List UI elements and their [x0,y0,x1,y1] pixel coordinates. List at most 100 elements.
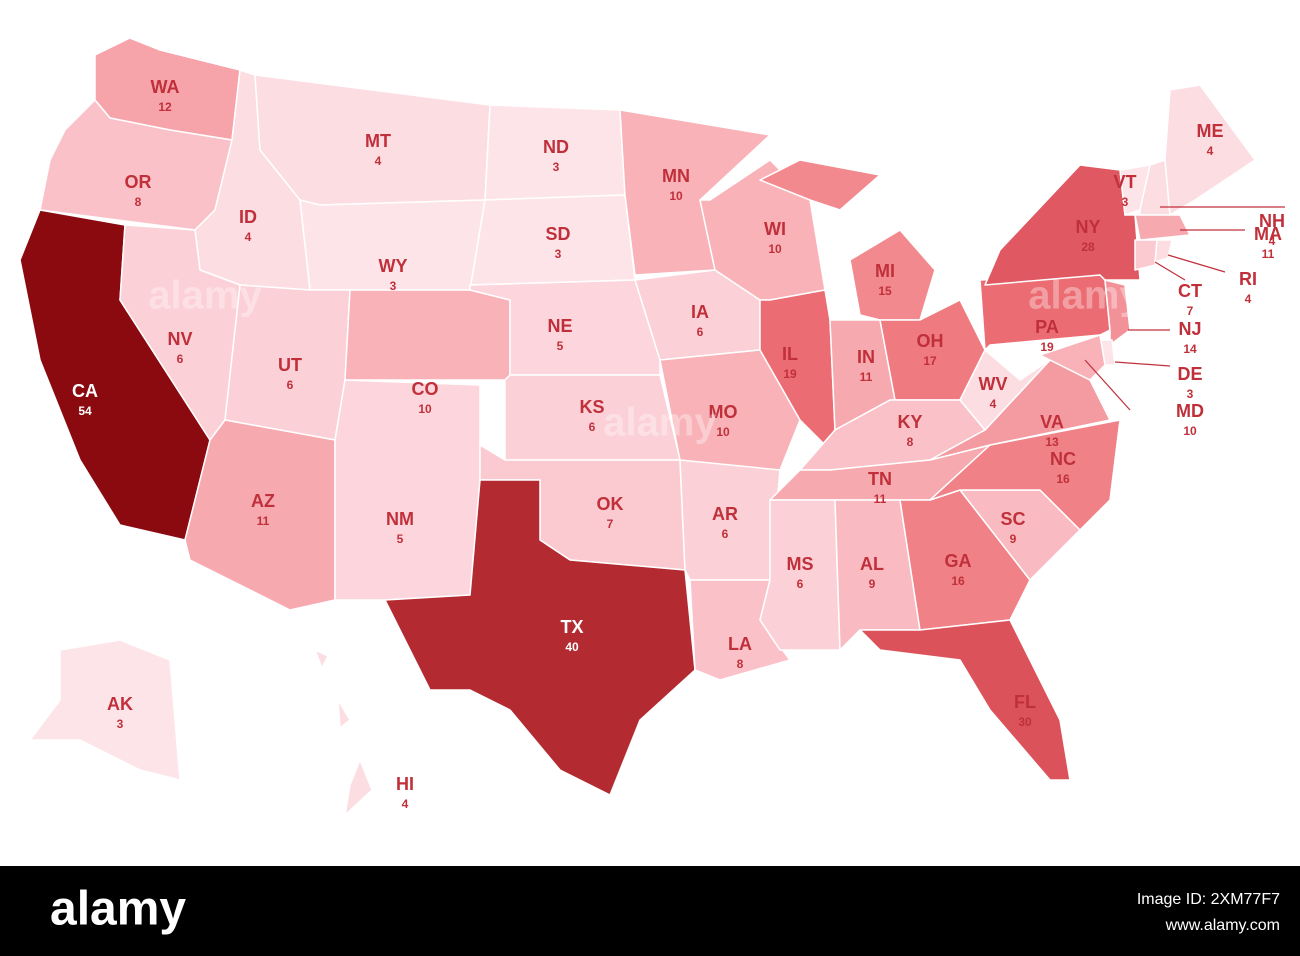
state-value: 8 [907,435,914,449]
states [19,37,1256,816]
state-value: 3 [1122,195,1129,209]
state-abbr: NH [1259,211,1285,231]
state-value: 6 [177,352,184,366]
state-value: 6 [287,378,294,392]
state [299,199,486,291]
state-abbr: MO [709,402,738,422]
footer-url: www.alamy.com [1165,917,1280,934]
image-id: Image ID: 2XM77F7 [1137,891,1280,908]
state-abbr: NC [1050,449,1076,469]
state-abbr: GA [945,551,972,571]
state-value: 10 [669,189,683,203]
state [1134,239,1158,271]
leader-line [1114,361,1171,367]
state-value: 6 [797,577,804,591]
state-value: 19 [1040,340,1054,354]
footer-logo: alamy [50,883,186,936]
state-value: 16 [951,574,965,588]
state-abbr: MT [365,131,391,151]
state-abbr: WV [979,374,1008,394]
footer-bar [0,866,1300,956]
state-value: 15 [878,284,892,298]
state-abbr: AZ [251,491,275,511]
state-value: 3 [553,160,560,174]
watermark: alamy alamy alamy [148,274,1142,445]
state-abbr: VT [1113,172,1136,192]
state [1134,214,1191,241]
state [1039,334,1106,381]
state-value: 3 [390,279,397,293]
state-value: 5 [557,339,564,353]
watermark-text: alamy [148,274,262,318]
state-abbr: UT [278,355,302,375]
state-value: 11 [257,514,270,528]
state-value: 4 [1207,144,1214,158]
watermark-text: alamy [603,401,717,445]
state-value: 10 [716,425,730,439]
state-value: 11 [1262,247,1275,261]
state-abbr: IN [857,347,875,367]
state [1104,279,1131,346]
state-value: 12 [158,100,172,114]
state-abbr: VA [1040,412,1064,432]
state-value: 4 [245,230,252,244]
state-value: 3 [117,717,124,731]
state-value: 4 [990,397,997,411]
state-abbr: ND [543,137,569,157]
state-value: 4 [1269,234,1276,248]
state-value: 8 [135,195,142,209]
state-abbr: NV [167,329,192,349]
state-value: 4 [402,797,409,811]
state-abbr: IL [782,344,798,364]
state-abbr: MA [1254,224,1282,244]
state-abbr: MN [662,166,690,186]
state-abbr: WI [764,219,786,239]
state [929,419,1121,531]
state-value: 14 [1183,342,1197,356]
state [314,649,373,816]
state-abbr: NY [1075,217,1100,237]
state-abbr: MI [875,261,895,281]
state-value: 7 [1187,304,1194,318]
state-abbr: KY [897,412,922,432]
state-abbr: PA [1035,317,1059,337]
state [29,639,181,781]
state-abbr: CO [412,379,439,399]
state [859,619,1071,781]
state-abbr: ID [239,207,257,227]
state-abbr: HI [396,774,414,794]
state-value: 19 [783,367,797,381]
state-abbr: WA [151,77,180,97]
state-abbr: NJ [1178,319,1201,339]
state-value: 7 [607,517,614,531]
state-value: 4 [375,154,382,168]
state [959,349,1051,431]
state-abbr: FL [1014,692,1036,712]
state-abbr: OR [125,172,152,192]
state-abbr: MD [1176,401,1204,421]
state-abbr: IA [691,302,709,322]
state [1154,239,1173,263]
state-value: 28 [1081,240,1095,254]
leader-line [1084,359,1131,411]
state-abbr: SD [545,224,570,244]
state-value: 30 [1018,715,1032,729]
state-abbr: TX [560,617,583,637]
state-abbr: MS [787,554,814,574]
state-abbr: DE [1177,364,1202,384]
state-value: 16 [1056,472,1070,486]
state-value: 6 [697,325,704,339]
state-abbr: WY [379,256,408,276]
state-value: 6 [589,420,596,434]
state-abbr: OK [597,494,624,514]
state-value: 54 [78,404,92,418]
state [384,479,696,796]
state-abbr: RI [1239,269,1257,289]
state-abbr: AK [107,694,133,714]
state [344,289,511,381]
state-abbr: SC [1000,509,1025,529]
state-value: 13 [1045,435,1059,449]
state-abbr: LA [728,634,752,654]
